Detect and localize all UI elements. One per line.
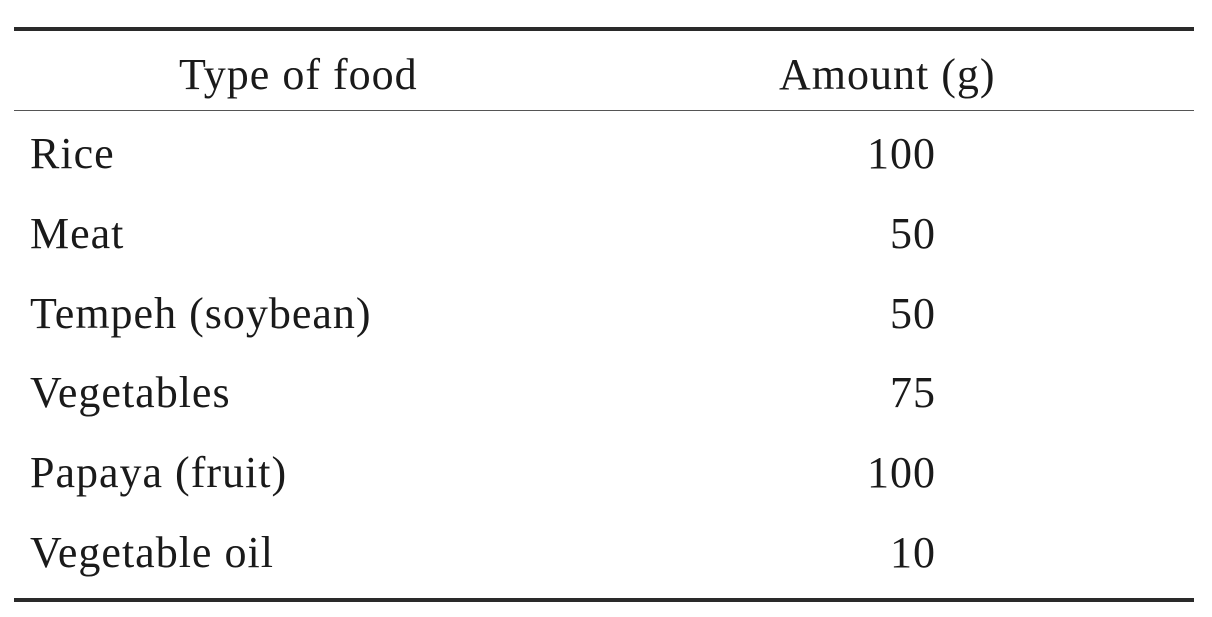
table-row: Meat 50 bbox=[14, 194, 1194, 274]
amount-cell: 50 bbox=[890, 288, 936, 338]
table-header-row: Type of food Amount (g) bbox=[14, 31, 1194, 110]
header-type-of-food: Type of food bbox=[179, 50, 418, 99]
table-row: Tempeh (soybean) 50 bbox=[14, 274, 1194, 354]
amount-cell: 100 bbox=[867, 129, 936, 178]
food-cell: Vegetable oil bbox=[30, 527, 274, 577]
food-cell: Rice bbox=[30, 129, 115, 178]
food-cell: Tempeh (soybean) bbox=[30, 288, 372, 338]
table-header-rule bbox=[14, 110, 1194, 111]
table-row: Rice 100 bbox=[14, 114, 1194, 194]
table-row: Papaya (fruit) 100 bbox=[14, 433, 1194, 513]
amount-cell: 50 bbox=[890, 208, 936, 258]
header-amount: Amount (g) bbox=[779, 50, 996, 99]
food-cell: Meat bbox=[30, 208, 125, 258]
table-top-rule bbox=[14, 27, 1194, 31]
amount-cell: 75 bbox=[890, 368, 936, 418]
food-cell: Papaya (fruit) bbox=[30, 448, 288, 498]
food-cell: Vegetables bbox=[30, 368, 231, 418]
table-bottom-rule bbox=[14, 597, 1194, 602]
amount-cell: 100 bbox=[867, 448, 936, 498]
table-body: Rice 100 Meat 50 Tempeh (soybean) 50 Veg… bbox=[14, 111, 1194, 598]
table-row: Vegetables 75 bbox=[14, 353, 1194, 433]
table-row: Vegetable oil 10 bbox=[14, 513, 1194, 593]
amount-cell: 10 bbox=[890, 527, 936, 577]
food-amount-table: Type of food Amount (g) Rice 100 Meat 50… bbox=[14, 27, 1194, 602]
